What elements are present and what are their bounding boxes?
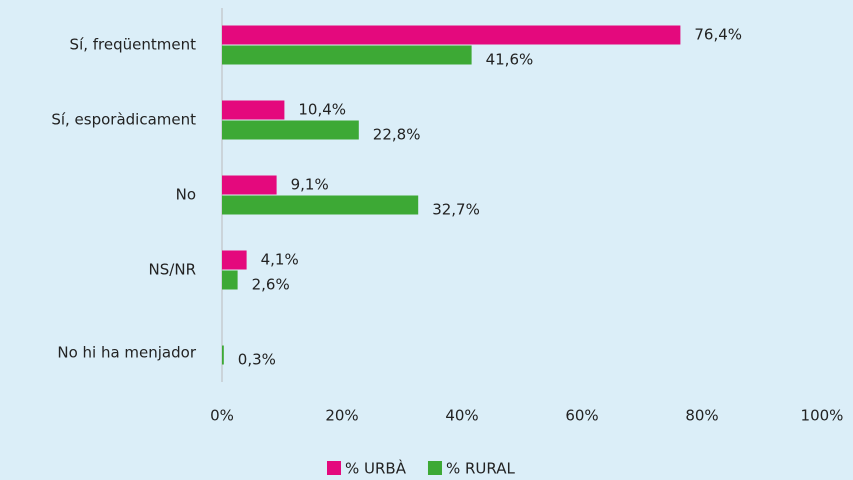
data-label: 9,1% bbox=[291, 176, 329, 194]
data-label: 76,4% bbox=[694, 26, 742, 44]
y-tick-label: Sí, esporàdicament bbox=[51, 111, 196, 129]
bar bbox=[222, 195, 419, 215]
data-label: 0,3% bbox=[238, 351, 276, 369]
data-label: 22,8% bbox=[373, 126, 421, 144]
x-tick-label: 80% bbox=[685, 407, 718, 425]
data-label: 10,4% bbox=[298, 101, 346, 119]
bar bbox=[222, 25, 681, 45]
data-label: 32,7% bbox=[432, 201, 480, 219]
data-label: 4,1% bbox=[261, 251, 299, 269]
x-tick-label: 60% bbox=[565, 407, 598, 425]
bar bbox=[222, 120, 359, 140]
bar bbox=[222, 100, 285, 120]
x-tick-label: 20% bbox=[325, 407, 358, 425]
legend-label: % URBÀ bbox=[345, 459, 407, 478]
bar bbox=[222, 250, 247, 270]
bar bbox=[222, 345, 224, 365]
x-tick-label: 100% bbox=[801, 407, 844, 425]
bar bbox=[222, 270, 238, 290]
legend-swatch bbox=[327, 461, 341, 475]
legend-label: % RURAL bbox=[446, 460, 515, 478]
legend-swatch bbox=[427, 461, 442, 475]
y-tick-label: Sí, freqüentment bbox=[70, 36, 197, 54]
data-label: 41,6% bbox=[486, 51, 534, 69]
y-tick-label: NS/NR bbox=[149, 261, 196, 279]
x-tick-label: 40% bbox=[445, 407, 478, 425]
x-tick-label: 0% bbox=[210, 407, 234, 425]
y-tick-label: No hi ha menjador bbox=[57, 344, 196, 362]
bar bbox=[222, 45, 472, 65]
bar bbox=[222, 175, 277, 195]
y-tick-label: No bbox=[176, 186, 196, 204]
data-label: 2,6% bbox=[252, 276, 290, 294]
